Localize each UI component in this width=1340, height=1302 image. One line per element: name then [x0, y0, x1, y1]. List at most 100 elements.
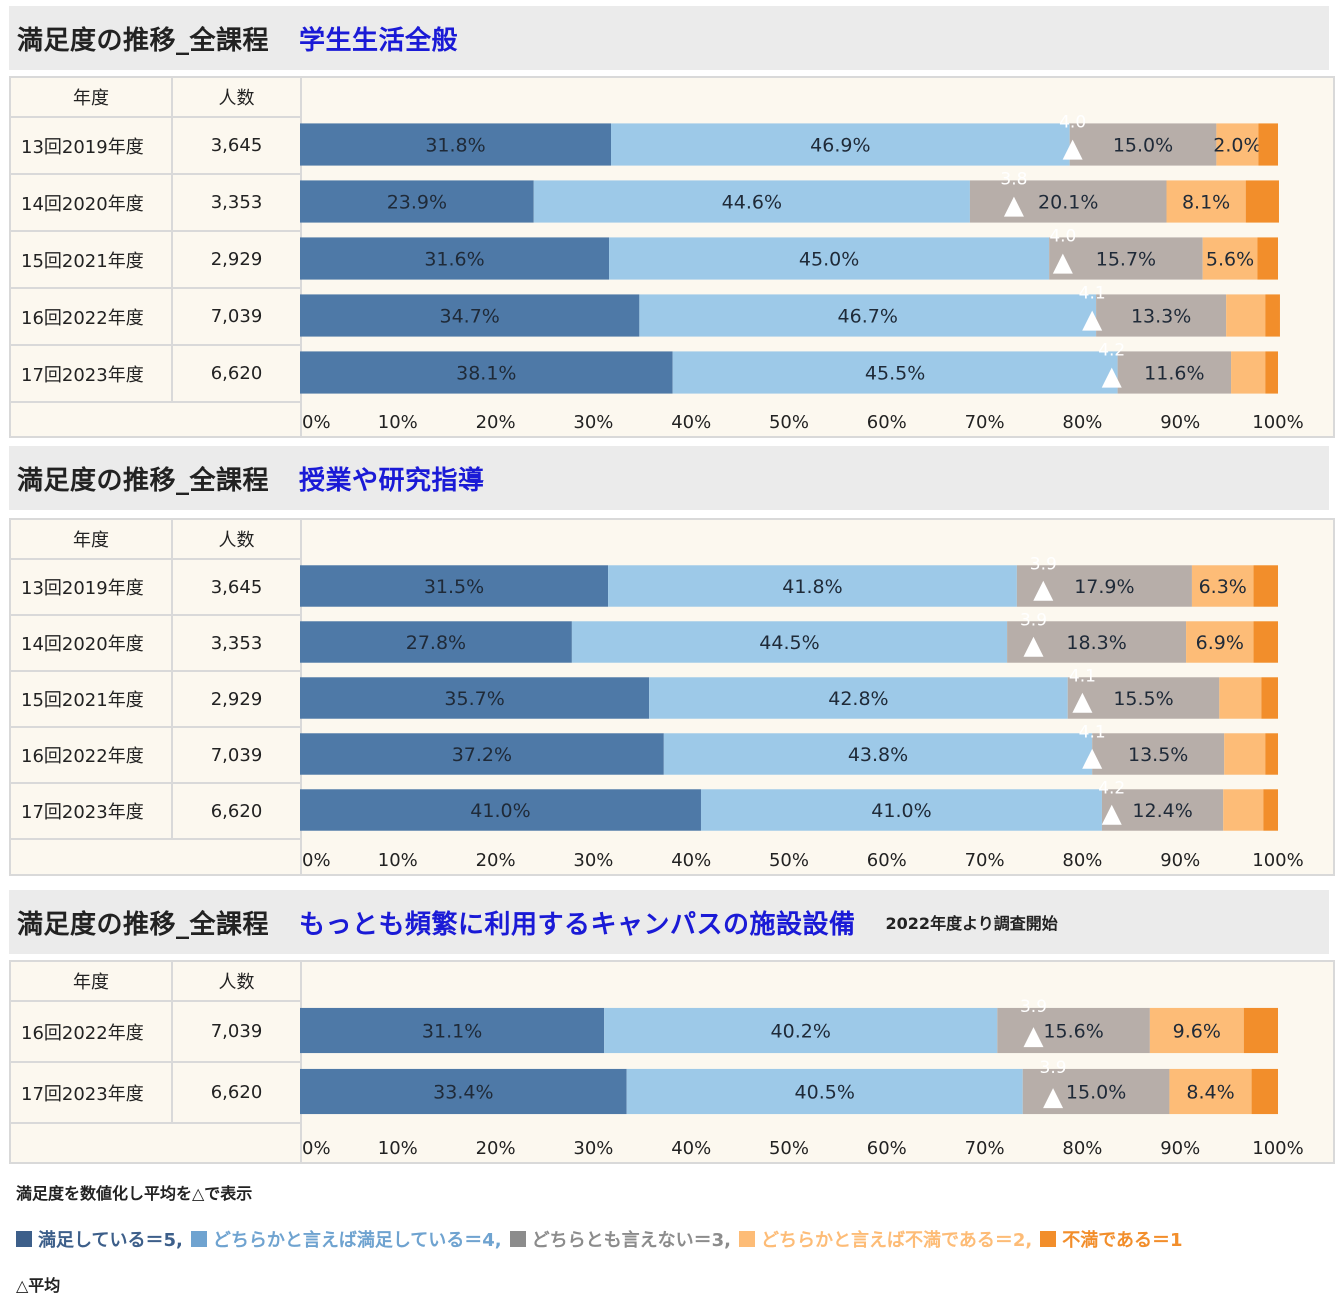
- table-row: 14回2020年度 3,353: [9, 614, 1334, 672]
- bar-segment: [300, 621, 572, 663]
- bar-segment: [300, 180, 534, 223]
- bar-segment: [1224, 733, 1266, 775]
- bar-segment: [1261, 677, 1278, 719]
- year-label: 15回2021年度: [9, 670, 173, 728]
- average-label: 3.8: [1000, 169, 1027, 189]
- bar-segment: [997, 1007, 1150, 1054]
- axis-spacer: [9, 1122, 302, 1164]
- average-marker: [1052, 253, 1073, 274]
- legend-label: どちらかと言えば不満である＝2,: [761, 1230, 1033, 1251]
- year-label: 16回2022年度: [9, 726, 173, 784]
- bar-segment: [1202, 237, 1258, 280]
- data-label: 37.2%: [452, 744, 512, 766]
- x-tick-label: 30%: [573, 412, 613, 433]
- average-label: 3.9: [1040, 1058, 1067, 1078]
- bar-segment: [1219, 677, 1262, 719]
- respondent-count: 3,645: [171, 116, 302, 175]
- data-label: 41.8%: [782, 576, 842, 598]
- x-tick-label: 100%: [1252, 850, 1303, 871]
- bar-segment: [1226, 294, 1266, 337]
- legend-label: 不満である＝1: [1062, 1230, 1183, 1251]
- x-tick-label: 0%: [302, 1138, 331, 1159]
- average-marker: [1082, 310, 1103, 331]
- bar-segment: [571, 621, 1008, 663]
- respondent-count: 6,620: [171, 1061, 302, 1124]
- x-tick-label: 100%: [1252, 1138, 1303, 1159]
- bar-segment: [1258, 123, 1278, 166]
- average-marker: [1023, 1027, 1044, 1048]
- bar-segment: [1067, 677, 1220, 719]
- x-tick-label: 50%: [769, 1138, 809, 1159]
- average-marker: [1023, 636, 1044, 657]
- section-subtitle: もっとも頻繁に利用するキャンパスの施設設備: [299, 909, 856, 940]
- stacked-bar-chart: 31.5% 41.8% 17.9% 6.3% 3.9 27.8% 44.5% 18.3% 6.9…: [300, 554, 1304, 871]
- average-label: 4.1: [1069, 666, 1096, 686]
- data-label: 44.6%: [722, 192, 782, 214]
- data-label: 8.4%: [1186, 1082, 1234, 1104]
- bar-segment: [1049, 237, 1203, 280]
- x-tick-label: 60%: [867, 850, 907, 871]
- bar-segment: [300, 789, 701, 831]
- x-tick-label: 80%: [1062, 850, 1102, 871]
- section-subtitle: 授業や研究指導: [299, 465, 485, 496]
- bar-segment: [1265, 733, 1278, 775]
- x-tick-label: 50%: [769, 412, 809, 433]
- table-row: 15回2021年度 2,929: [9, 230, 1334, 289]
- average-label: 3.9: [1020, 610, 1047, 630]
- average-marker: [1003, 196, 1024, 217]
- table-row: 16回2022年度 7,039: [9, 726, 1334, 784]
- header-count: 人数: [171, 76, 302, 118]
- legend-caption: 満足度を数値化し平均を△で表示: [16, 1184, 253, 1203]
- year-label: 17回2023年度: [9, 1061, 173, 1124]
- data-label: 9.6%: [1173, 1021, 1221, 1043]
- header-year: 年度: [9, 960, 173, 1002]
- bar-segment: [300, 677, 650, 719]
- data-label: 15.6%: [1043, 1021, 1103, 1043]
- table-row: 17回2023年度 6,620: [9, 782, 1334, 840]
- data-label: 40.5%: [795, 1082, 855, 1104]
- table-row: 15回2021年度 2,929: [9, 670, 1334, 728]
- table-row: 16回2022年度 7,039: [9, 1000, 1334, 1063]
- bar-segment: [663, 733, 1093, 775]
- legend-swatch: [509, 1231, 526, 1247]
- year-label: 16回2022年度: [9, 1000, 173, 1063]
- data-label: 42.8%: [828, 688, 888, 710]
- legend-item: どちらかと言えば満足している＝4,: [190, 1226, 502, 1252]
- data-label: 13.5%: [1128, 744, 1188, 766]
- x-tick-label: 70%: [965, 1138, 1005, 1159]
- data-label: 31.8%: [425, 135, 485, 157]
- respondent-count: 3,353: [171, 614, 302, 672]
- data-label: 2.0%: [1213, 135, 1261, 157]
- data-label: 27.8%: [406, 632, 466, 654]
- data-label: 35.7%: [444, 688, 504, 710]
- year-label: 14回2020年度: [9, 614, 173, 672]
- bar-segment: [1257, 237, 1278, 280]
- respondent-count: 6,620: [171, 782, 302, 840]
- data-label: 43.8%: [848, 744, 908, 766]
- bar-segment: [1166, 180, 1246, 223]
- header-year: 年度: [9, 518, 173, 560]
- table-row: 13回2019年度 3,645: [9, 116, 1334, 175]
- bar-segment: [300, 351, 673, 394]
- data-label: 17.9%: [1074, 576, 1134, 598]
- section-banner: 満足度の推移_全課程 授業や研究指導: [9, 446, 1329, 510]
- data-label: 45.5%: [865, 363, 925, 385]
- x-tick-label: 20%: [476, 1138, 516, 1159]
- table-row: 13回2019年度 3,645: [9, 558, 1334, 616]
- bar-segment: [672, 351, 1118, 394]
- average-label: 4.2: [1098, 340, 1125, 360]
- legend-swatch: [739, 1231, 756, 1247]
- bar-segment: [700, 789, 1102, 831]
- average-label: 4.1: [1079, 283, 1106, 303]
- x-tick-label: 90%: [1160, 1138, 1200, 1159]
- bar-segment: [1253, 565, 1278, 607]
- legend-label: 満足している＝5,: [38, 1230, 183, 1251]
- header-count: 人数: [171, 960, 302, 1002]
- section-title: 満足度の推移_全課程: [17, 909, 270, 940]
- section-banner: 満足度の推移_全課程 学生生活全般: [9, 6, 1329, 70]
- bar-segment: [608, 565, 1017, 607]
- header-count: 人数: [171, 518, 302, 560]
- x-tick-label: 10%: [378, 412, 418, 433]
- table-row: 17回2023年度 6,620: [9, 344, 1334, 403]
- x-tick-label: 60%: [867, 412, 907, 433]
